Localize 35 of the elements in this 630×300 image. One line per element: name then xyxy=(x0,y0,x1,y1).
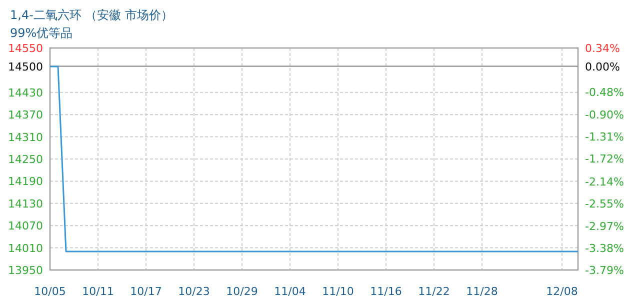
x-tick-label: 10/11 xyxy=(82,285,114,298)
x-tick-label: 10/05 xyxy=(34,285,66,298)
y-tick-label: 14370 xyxy=(8,108,43,122)
y2-tick-label: 0.34% xyxy=(585,42,620,55)
x-tick-label: 10/23 xyxy=(178,285,210,298)
y-tick-label: 13950 xyxy=(8,264,43,277)
y-tick-label: 14430 xyxy=(8,86,43,100)
x-tick-label: 10/29 xyxy=(226,285,258,298)
y2-tick-label: -0.48% xyxy=(585,86,624,100)
y2-tick-label: -1.31% xyxy=(585,130,624,144)
y2-tick-label: 0.00% xyxy=(585,60,620,74)
y2-tick-label: -2.55% xyxy=(585,197,624,210)
x-tick-label: 11/28 xyxy=(466,285,498,298)
y-tick-label: 14310 xyxy=(8,130,43,144)
x-tick-label: 11/10 xyxy=(322,285,354,298)
x-tick-label: 11/22 xyxy=(418,285,450,298)
y-tick-label: 14010 xyxy=(8,242,43,255)
y-tick-label: 14130 xyxy=(8,197,43,210)
y2-tick-label: -3.38% xyxy=(585,242,624,255)
x-tick-label: 11/04 xyxy=(274,285,306,298)
y2-tick-label: -3.79% xyxy=(585,264,624,277)
y2-tick-label: -2.14% xyxy=(585,175,624,188)
y-tick-label: 14190 xyxy=(8,175,43,188)
x-tick-label: 11/16 xyxy=(370,285,402,298)
chart-subtitle: 99%优等品 xyxy=(10,26,73,40)
x-tick-label: 12/08 xyxy=(546,285,578,298)
chart-title: 1,4-二氧六环 （安徽 市场价） xyxy=(10,8,174,22)
x-tick-label: 10/17 xyxy=(130,285,162,298)
y-tick-label: 14550 xyxy=(8,42,43,55)
y-tick-label: 14070 xyxy=(8,220,43,233)
y2-tick-label: -2.97% xyxy=(585,220,624,233)
y-tick-label: 14250 xyxy=(8,153,43,166)
y2-tick-label: -1.72% xyxy=(585,152,624,166)
y2-tick-label: -0.90% xyxy=(585,108,624,122)
y-tick-label: 14500 xyxy=(8,60,43,74)
